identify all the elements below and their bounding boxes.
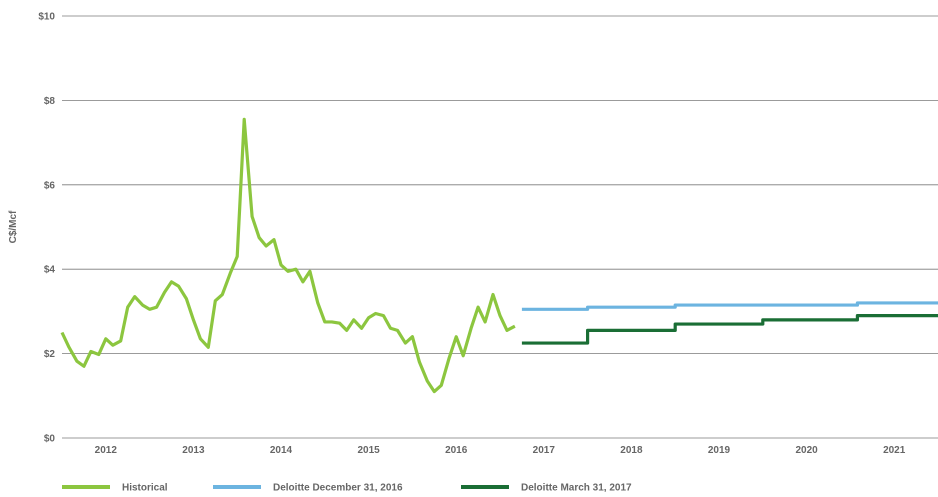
x-tick-label: 2016: [445, 445, 468, 456]
x-tick-label: 2012: [95, 445, 118, 456]
x-tick-label: 2014: [270, 445, 293, 456]
x-tick-label: 2018: [620, 445, 643, 456]
x-tick-label: 2013: [182, 445, 205, 456]
x-tick-label: 2017: [533, 445, 556, 456]
y-tick-label: $6: [44, 180, 56, 191]
series-line-deloitte-march-31-2017: [521, 314, 938, 345]
y-tick-label: $2: [44, 349, 56, 360]
legend-label: Deloitte December 31, 2016: [273, 483, 403, 494]
series-line-deloitte-december-31-2016: [521, 301, 938, 311]
x-tick-label: 2020: [795, 445, 818, 456]
y-tick-label: $0: [44, 434, 56, 445]
y-tick-label: $8: [44, 96, 56, 107]
gridlines: [62, 15, 938, 439]
y-tick-label: $10: [38, 12, 55, 23]
legend-label: Historical: [122, 483, 168, 494]
y-axis-ticks: $0 $2 $4 $6 $8 $10: [38, 12, 55, 445]
x-axis-ticks: 2012 2013 2014 2015 2016 2017 2018 2019 2020 2021: [95, 445, 906, 456]
series-lines: [60, 117, 938, 394]
legend-label: Deloitte March 31, 2017: [521, 483, 632, 494]
x-tick-label: 2015: [357, 445, 380, 456]
y-tick-label: $4: [44, 265, 56, 276]
y-axis-label: C$/Mcf: [8, 210, 19, 243]
legend: Historical Deloitte December 31, 2016 Delo…: [62, 483, 632, 494]
series-line-historical: [60, 117, 516, 394]
x-tick-label: 2019: [708, 445, 731, 456]
x-tick-label: 2021: [883, 445, 906, 456]
